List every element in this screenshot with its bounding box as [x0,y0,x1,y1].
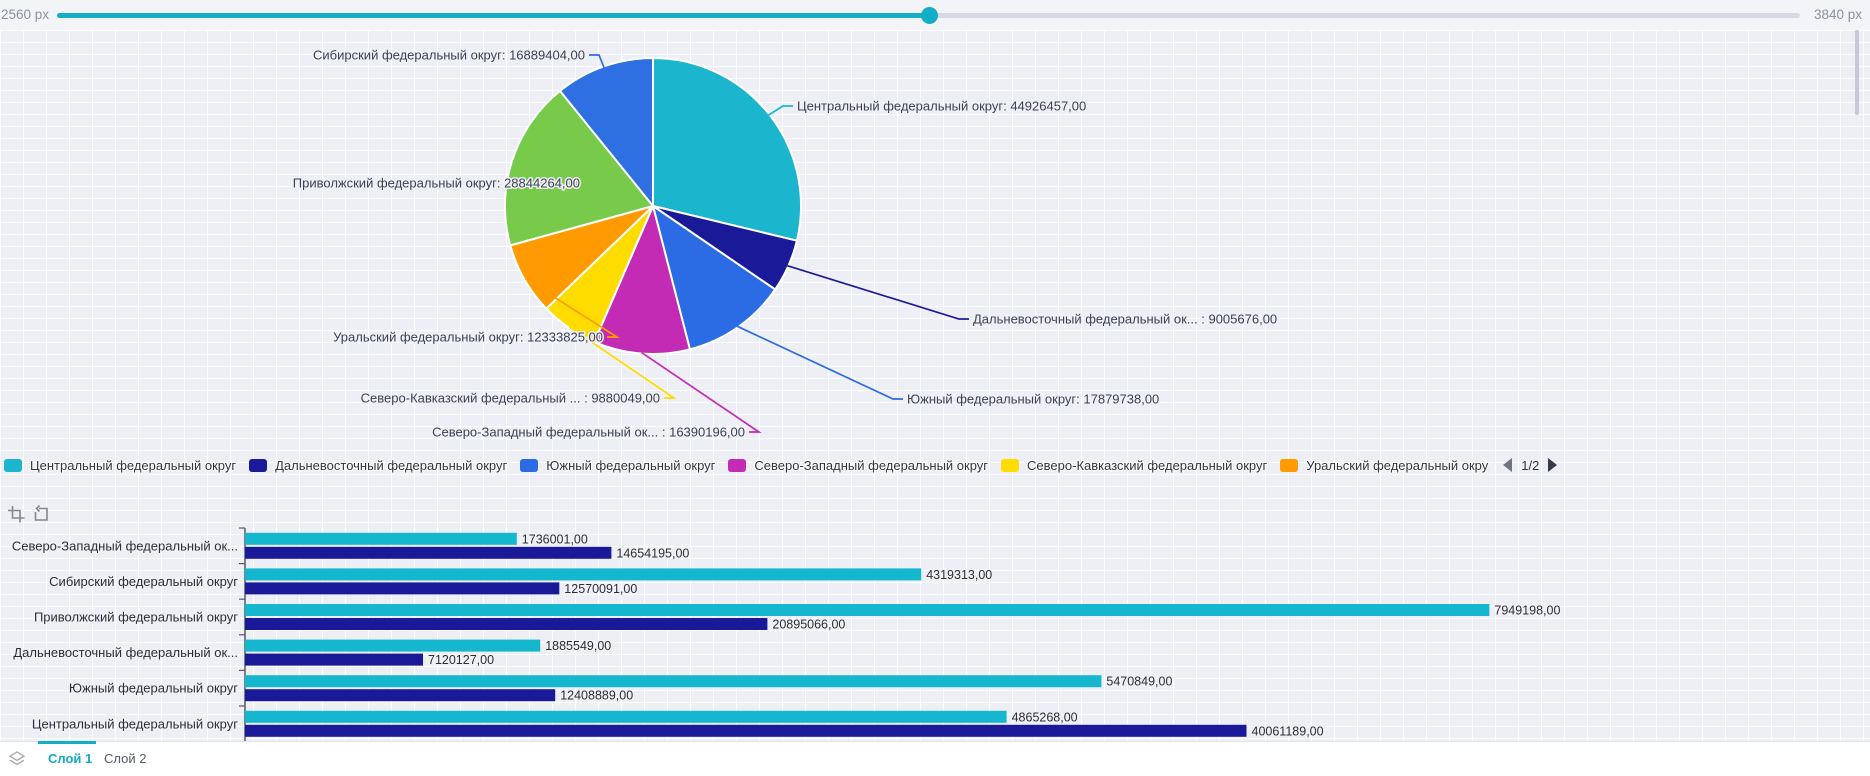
pie-label: Северо-Кавказский федеральный ... : 9880… [361,391,660,406]
bar[interactable] [245,532,517,545]
pie-label: Центральный федеральный округ: 44926457,… [797,99,1086,114]
tab-layer-1[interactable]: Слой 1 [48,751,93,766]
legend-label: Южный федеральный округ [546,457,716,473]
bar[interactable] [245,710,1007,723]
pie-label-line [568,326,677,399]
pie-label: Южный федеральный округ: 17879738,00 [907,392,1159,407]
slider-handle[interactable] [921,7,939,24]
bar[interactable] [245,568,922,581]
bar[interactable] [245,604,1490,616]
bar-category-label: Сибирский федеральный округ [49,574,238,589]
bar-category-label: Северо-Западный федеральный ок... [12,538,238,553]
legend-item[interactable]: Южный федеральный округ [520,458,715,473]
bar-category-label: Южный федеральный округ [69,681,238,696]
pie-label-line [641,351,762,433]
bar[interactable] [245,653,423,666]
legend-swatch [520,458,539,472]
legend-page-number: 1/2 [1521,457,1540,473]
legend-label: Дальневосточный федеральный округ [275,457,508,473]
layer-tabbar: Слой 1 Слой 2 [0,741,1870,776]
bar-value-label: 4319313,00 [926,568,992,582]
pie-label-line [589,54,605,68]
legend-pagination: 1/2 [1503,457,1558,473]
pie-label-line [524,277,620,338]
bar-category-label: Центральный федеральный округ [32,716,238,731]
layers-icon [8,750,26,773]
slider-max-label: 3840 px [1813,7,1862,22]
legend-swatch [1001,458,1020,472]
legend-label: Северо-Западный федеральный округ [754,457,989,473]
pie-label-line [768,105,793,116]
chevron-right-icon[interactable] [1548,458,1558,472]
legend-swatch [249,458,268,472]
bar-value-label: 12408889,00 [560,689,633,703]
pie-label: Северо-Западный федеральный ок... : 1639… [432,425,745,440]
pie-label-line [737,325,903,400]
restore-icon[interactable] [31,504,51,524]
legend-label: Центральный федеральный округ [30,457,237,473]
active-tab-indicator [38,741,96,744]
slider-track[interactable] [57,7,1800,24]
bar-value-label: 12570091,00 [564,582,637,596]
legend-label: Уральский федеральный окру [1306,457,1489,473]
pie-label: Приволжский федеральный округ: 28844264,… [293,176,580,191]
pie-label: Сибирский федеральный округ: 16889404,00 [313,48,585,63]
bar-category-label: Дальневосточный федеральный ок... [13,645,238,660]
bar[interactable] [245,582,560,595]
legend-item[interactable]: Северо-Кавказский федеральный округ [1001,458,1267,473]
legend-label: Северо-Кавказский федеральный округ [1027,457,1268,473]
bar-value-label: 40061189,00 [1252,724,1324,738]
bar[interactable] [245,724,1247,737]
bar-value-label: 4865268,00 [1012,710,1078,724]
width-slider[interactable] [57,0,1800,30]
legend-swatch [4,458,22,472]
legend-swatch [1280,458,1299,472]
bar-value-label: 5470849,00 [1106,675,1172,689]
pie-label-line [787,264,969,320]
legend-item[interactable]: Дальневосточный федеральный округ [249,458,507,473]
pie-label: Уральский федеральный округ: 12333825,00 [333,330,603,345]
area-zoom-icon[interactable] [6,504,26,524]
pie-slice[interactable] [503,89,654,247]
bar[interactable] [245,618,768,630]
legend-item[interactable]: Центральный федеральный округ [4,458,236,473]
pie-slice[interactable] [593,205,691,355]
bar[interactable] [245,546,612,559]
slider-fill [57,13,931,18]
legend-item[interactable]: Северо-Западный федеральный округ [728,458,988,473]
bar[interactable] [245,689,556,702]
bar-value-label: 20895066,00 [772,618,845,632]
slider-min-label: 2560 px [1,7,50,22]
chevron-left-icon[interactable] [1503,458,1513,472]
chart-toolbox [6,504,56,524]
bar[interactable] [245,675,1102,688]
bar-value-label: 1885549,00 [545,639,611,653]
bar-value-label: 7949198,00 [1494,604,1560,618]
pie-legend: Центральный федеральный округ Дальневосто… [4,452,1558,478]
bar-category-label: Приволжский федеральный округ [34,610,238,625]
bar[interactable] [245,639,541,652]
bar-value-label: 1736001,00 [522,532,588,546]
legend-item[interactable]: Уральский федеральный окру [1280,458,1488,473]
bar-value-label: 7120127,00 [428,653,494,667]
pie-label: Дальневосточный федеральный ок... : 9005… [973,312,1277,327]
pie-label-line [512,160,595,184]
tab-layer-2[interactable]: Слой 2 [104,751,147,766]
vertical-scrollbar-thumb[interactable] [1855,30,1859,115]
legend-swatch [728,458,747,472]
width-slider-bar: 2560 px 3840 px [0,0,1870,30]
bar-value-label: 14654195,00 [616,546,689,560]
